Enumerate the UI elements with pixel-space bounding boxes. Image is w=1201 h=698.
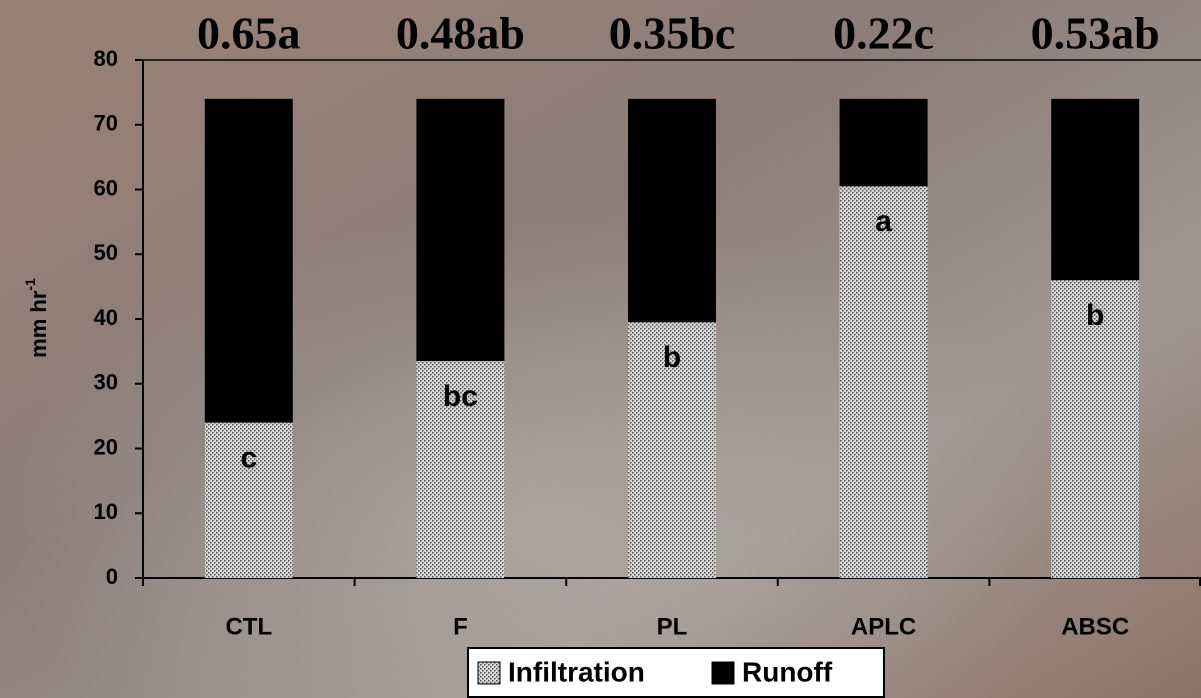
- bar-letter-label: b: [1086, 299, 1104, 332]
- bar-segment: [1051, 99, 1139, 280]
- top-annotation: 0.35bc: [609, 8, 736, 59]
- legend-swatch: [478, 662, 500, 684]
- x-tick-label: ABSC: [1061, 613, 1129, 640]
- top-annotation: 0.53ab: [1031, 8, 1160, 59]
- chart: mm hr-1 0 10 20 30 40 50 60 70 80 c CTL 0.65a bc F 0.4…: [0, 0, 1201, 698]
- bar-segment: [205, 99, 293, 423]
- bar-letter-label: a: [875, 205, 892, 238]
- y-tick-label: 50: [94, 240, 118, 265]
- bar-segment: [628, 99, 716, 322]
- y-tick-label: 20: [94, 434, 118, 459]
- y-tick-label: 0: [106, 564, 118, 589]
- y-axis-label-superscript: -1: [22, 278, 38, 291]
- bar-letter-label: bc: [443, 380, 478, 413]
- legend-label: Infiltration: [508, 656, 645, 687]
- x-tick-label: F: [453, 613, 468, 640]
- y-tick-label: 70: [94, 111, 118, 136]
- legend-swatch: [712, 662, 734, 684]
- y-axis-label-text: mm hr: [26, 290, 51, 358]
- y-tick-label: 10: [94, 499, 118, 524]
- top-annotation: 0.48ab: [396, 8, 525, 59]
- bar-letter-label: b: [663, 341, 681, 374]
- bar-letter-label: c: [240, 442, 257, 475]
- background-wet-area: [0, 0, 1201, 698]
- x-tick-label: APLC: [851, 613, 916, 640]
- bar-segment: [840, 99, 928, 186]
- y-tick-label: 30: [94, 370, 118, 395]
- y-tick-label: 60: [94, 175, 118, 200]
- legend-label: Runoff: [742, 656, 833, 687]
- y-tick-label: 40: [94, 305, 118, 330]
- bar-segment: [416, 99, 504, 361]
- y-tick-label: 80: [94, 46, 118, 71]
- x-tick-label: CTL: [225, 613, 272, 640]
- top-annotation: 0.65a: [197, 8, 301, 59]
- x-tick-label: PL: [657, 613, 688, 640]
- page: mm hr-1 0 10 20 30 40 50 60 70 80 c CTL 0.65a bc F 0.4…: [0, 0, 1201, 698]
- top-annotation: 0.22c: [833, 8, 934, 59]
- bar-segment: [840, 186, 928, 578]
